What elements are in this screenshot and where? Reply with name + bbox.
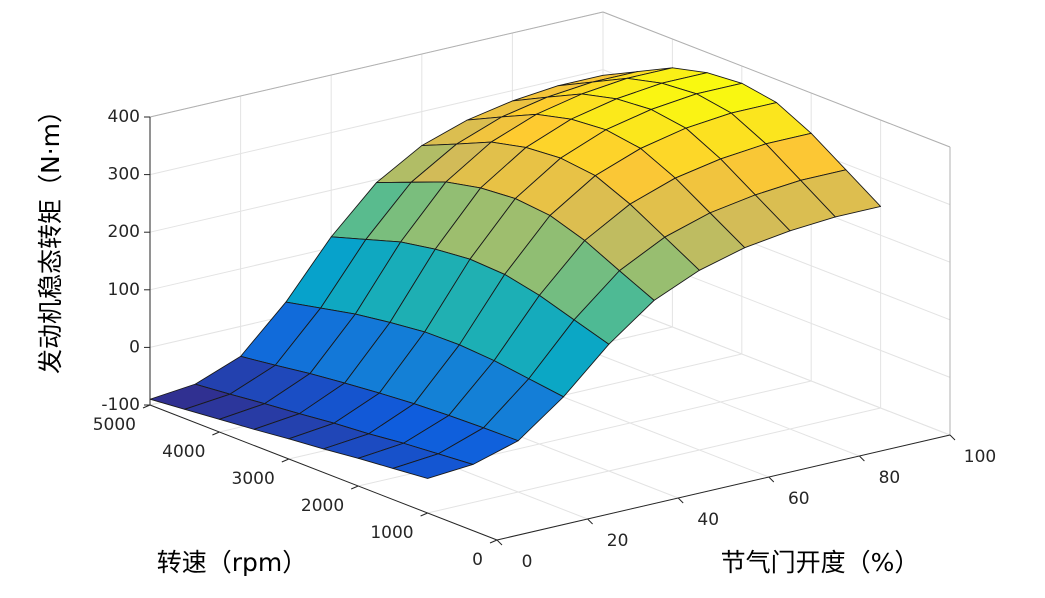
y-tick-label: 1000 <box>370 523 413 543</box>
tick-mark <box>677 497 684 504</box>
z-tick-label: -100 <box>101 395 140 415</box>
x-tick-label: 100 <box>964 447 996 467</box>
tick-mark <box>212 431 220 436</box>
y-tick-label: 0 <box>472 550 483 570</box>
tick-mark <box>768 476 775 483</box>
grid-line <box>427 407 881 514</box>
tick-mark <box>949 434 956 441</box>
tick-mark <box>859 455 865 462</box>
tick-mark <box>420 512 428 517</box>
z-tick-label: 400 <box>108 107 140 127</box>
tick-mark <box>496 539 503 546</box>
tick-mark <box>351 485 359 490</box>
axis-line <box>496 434 951 541</box>
grid-line <box>149 69 604 176</box>
y-tick-label: 3000 <box>232 469 275 489</box>
tick-mark <box>489 539 498 544</box>
y-tick-label: 5000 <box>93 415 136 435</box>
z-axis-title: 发动机稳态转矩（N·m） <box>36 98 65 374</box>
x-tick-label: 20 <box>607 531 629 551</box>
z-tick-label: 200 <box>108 222 140 242</box>
tick-mark <box>587 518 593 525</box>
y-axis-title: 转速（rpm） <box>157 548 308 577</box>
x-tick-label: 80 <box>879 468 901 488</box>
tick-mark <box>281 458 289 463</box>
grid-line <box>602 299 951 436</box>
x-axis-title: 节气门开度（%） <box>721 548 920 577</box>
z-tick-label: 300 <box>108 165 140 185</box>
surface-patch <box>392 453 474 479</box>
axis-line <box>149 404 498 541</box>
box-edge <box>602 11 951 148</box>
z-tick-label: 100 <box>108 280 140 300</box>
box-edge <box>149 11 604 118</box>
z-tick-label: 0 <box>129 337 140 357</box>
y-tick-label: 4000 <box>162 442 205 462</box>
x-tick-label: 60 <box>788 489 810 509</box>
x-tick-label: 40 <box>697 510 719 530</box>
x-tick-label: 0 <box>522 552 533 572</box>
y-tick-label: 2000 <box>301 496 344 516</box>
